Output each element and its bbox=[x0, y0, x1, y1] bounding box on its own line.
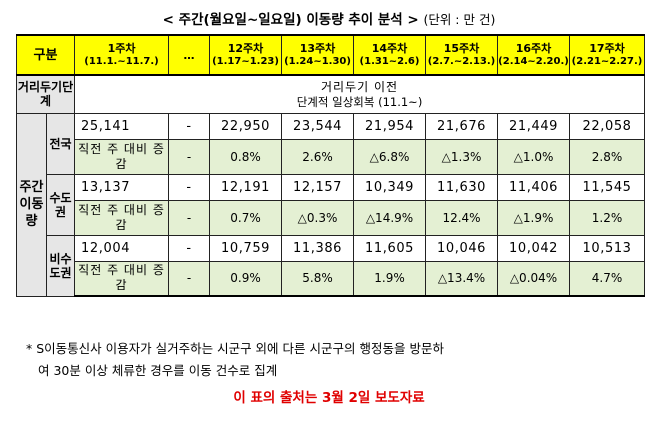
distancing-value: 거리두기 이전 단계적 일상회복 (11.1~) bbox=[74, 74, 646, 114]
header-week-15: 15주차 (2.7.~2.13.) bbox=[425, 34, 499, 76]
distancing-label: 거리두기단계 bbox=[15, 74, 76, 114]
change-label: 직전 주 대비 증감 bbox=[74, 138, 170, 175]
region-label-capital: 수도권 bbox=[45, 173, 76, 236]
value-cell: 10,513 bbox=[569, 234, 646, 262]
side-label: 주간이동량 bbox=[16, 112, 47, 297]
value-cell: - bbox=[168, 112, 211, 140]
value-cell: 10,046 bbox=[425, 234, 499, 262]
value-cell: 21,676 bbox=[425, 112, 499, 140]
value-cell: 11,630 bbox=[425, 173, 499, 201]
title-text: < 주간(월요일~일요일) 이동량 추이 분석 > bbox=[162, 12, 419, 28]
change-cell: - bbox=[168, 138, 211, 175]
value-cell: 13,137 bbox=[74, 173, 170, 201]
value-cell: 11,386 bbox=[281, 234, 355, 262]
distancing-row: 거리두기단계 거리두기 이전 단계적 일상회복 (11.1~) bbox=[15, 74, 646, 114]
value-cell: 21,954 bbox=[353, 112, 427, 140]
change-cell: △0.04% bbox=[497, 260, 571, 297]
change-cell: 1.2% bbox=[569, 199, 646, 236]
region-label-non-capital: 비수도권 bbox=[45, 234, 76, 297]
change-label: 직전 주 대비 증감 bbox=[74, 199, 170, 236]
value-cell: 12,004 bbox=[74, 234, 170, 262]
header-week-1: 1주차 (11.1.~11.7.) bbox=[74, 34, 170, 76]
header-week-16: 16주차 (2.14~2.20.) bbox=[497, 34, 571, 76]
header-ellipsis: … bbox=[168, 34, 211, 76]
change-cell: △13.4% bbox=[425, 260, 499, 297]
header-row: 구분 1주차 (11.1.~11.7.) … 12주차 (1.17~1.23) 13… bbox=[15, 34, 646, 76]
value-cell: 12,191 bbox=[209, 173, 283, 201]
change-cell: 4.7% bbox=[569, 260, 646, 297]
change-cell: - bbox=[168, 260, 211, 297]
change-cell: 0.9% bbox=[209, 260, 283, 297]
value-cell: - bbox=[168, 173, 211, 201]
footnote-line-1: * S이동통신사 이용자가 실거주하는 시군구 외에 다른 시군구의 행정동을 … bbox=[26, 341, 444, 356]
table-row: 비수도권 12,004 - 10,759 11,386 11,605 10,04… bbox=[17, 234, 646, 297]
footnote-line-2: 여 30분 이상 체류한 경우를 이동 건수로 집계 bbox=[38, 363, 278, 378]
change-cell: △14.9% bbox=[353, 199, 427, 236]
change-cell: 0.7% bbox=[209, 199, 283, 236]
change-cell: △1.9% bbox=[497, 199, 571, 236]
table-row: 직전 주 대비 증감 - 0.7% △0.3% △14.9% 12.4% △1.… bbox=[17, 199, 646, 236]
table-row: 직전 주 대비 증감 - 0.9% 5.8% 1.9% △13.4% △0.04… bbox=[17, 260, 646, 297]
change-cell: 2.6% bbox=[281, 138, 355, 175]
value-cell: 10,042 bbox=[497, 234, 571, 262]
change-cell: 2.8% bbox=[569, 138, 646, 175]
table-row: 주간이동량 전국 25,141 - 22,950 23,544 21,954 2… bbox=[16, 112, 646, 297]
value-cell: 10,759 bbox=[209, 234, 283, 262]
value-cell: 23,544 bbox=[281, 112, 355, 140]
value-cell: 11,605 bbox=[353, 234, 427, 262]
header-week-12: 12주차 (1.17~1.23) bbox=[209, 34, 283, 76]
footnote: * S이동통신사 이용자가 실거주하는 시군구 외에 다른 시군구의 행정동을 … bbox=[26, 338, 444, 382]
header-week-17: 17주차 (2.21~2.27.) bbox=[569, 34, 646, 76]
table-title: < 주간(월요일~일요일) 이동량 추이 분석 > (단위 : 만 건) bbox=[0, 8, 658, 28]
value-cell: 21,449 bbox=[497, 112, 571, 140]
value-cell: 22,950 bbox=[209, 112, 283, 140]
unit-text: (단위 : 만 건) bbox=[423, 12, 496, 27]
change-cell: △1.3% bbox=[425, 138, 499, 175]
change-cell: △6.8% bbox=[353, 138, 427, 175]
mobility-table: 구분 1주차 (11.1.~11.7.) … 12주차 (1.17~1.23) 13… bbox=[15, 34, 646, 297]
table-row: 수도권 13,137 - 12,191 12,157 10,349 11,630… bbox=[17, 173, 646, 236]
source-note: 이 표의 출처는 3월 2일 보도자료 bbox=[233, 390, 425, 406]
value-cell: - bbox=[168, 234, 211, 262]
change-cell: △1.0% bbox=[497, 138, 571, 175]
change-label: 직전 주 대비 증감 bbox=[74, 260, 170, 297]
change-cell: 0.8% bbox=[209, 138, 283, 175]
value-cell: 11,406 bbox=[497, 173, 571, 201]
change-cell: △0.3% bbox=[281, 199, 355, 236]
change-cell: 5.8% bbox=[281, 260, 355, 297]
value-cell: 10,349 bbox=[353, 173, 427, 201]
header-gubun: 구분 bbox=[15, 34, 76, 76]
region-label-national: 전국 bbox=[45, 112, 76, 175]
change-cell: 12.4% bbox=[425, 199, 499, 236]
value-cell: 22,058 bbox=[569, 112, 646, 140]
header-week-14: 14주차 (1.31~2.6) bbox=[353, 34, 427, 76]
value-cell: 12,157 bbox=[281, 173, 355, 201]
value-cell: 25,141 bbox=[74, 112, 170, 140]
value-cell: 11,545 bbox=[569, 173, 646, 201]
header-week-13: 13주차 (1.24~1.30) bbox=[281, 34, 355, 76]
table-row: 직전 주 대비 증감 - 0.8% 2.6% △6.8% △1.3% △1.0%… bbox=[17, 138, 646, 175]
change-cell: 1.9% bbox=[353, 260, 427, 297]
change-cell: - bbox=[168, 199, 211, 236]
